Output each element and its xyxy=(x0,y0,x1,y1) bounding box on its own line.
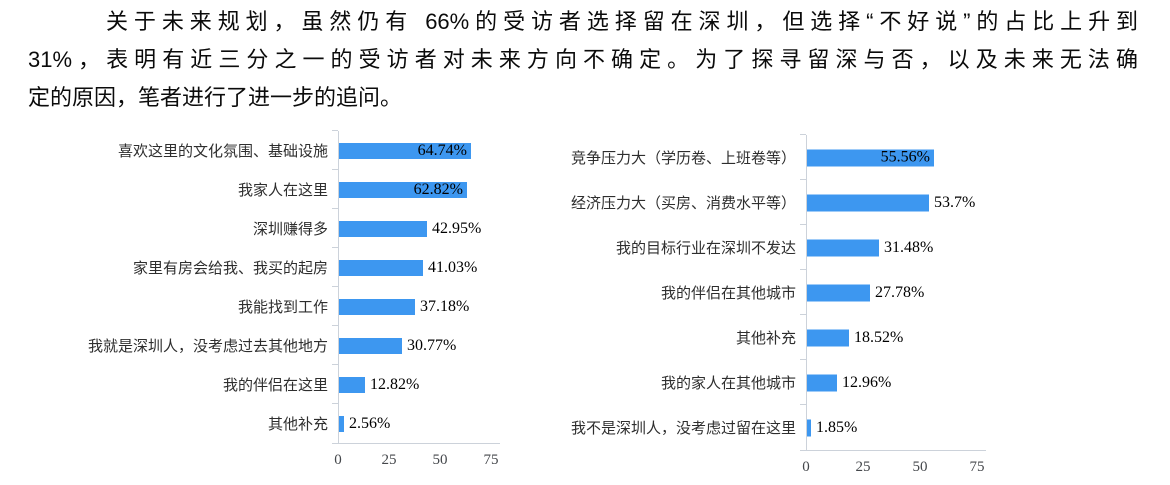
x-axis-tick-label: 50 xyxy=(432,452,448,468)
category-label: 竞争压力大（学历卷、上班卷等） xyxy=(570,150,796,167)
value-label: 12.96% xyxy=(842,373,892,391)
plot-area: 55.56% xyxy=(800,134,986,180)
x-axis-tick-label: 25 xyxy=(855,459,871,475)
plot-area: 53.7% xyxy=(800,179,986,225)
chart-row: 深圳赚得多 42.95% xyxy=(78,208,500,248)
value-label: 42.95% xyxy=(432,219,482,237)
chart-row: 我不是深圳人，没考虑过留在这里 1.85% xyxy=(568,404,986,450)
bar xyxy=(807,329,849,346)
category-label: 经济压力大（买房、消费水平等） xyxy=(570,195,796,212)
bar xyxy=(339,259,423,276)
plot-area: 18.52% xyxy=(800,314,986,360)
bar xyxy=(807,284,870,301)
bar xyxy=(807,419,811,436)
plot-area: 64.74% xyxy=(332,130,500,170)
plot-area: 2.56% xyxy=(332,403,500,443)
plot-area: 12.96% xyxy=(800,359,986,405)
value-label: 30.77% xyxy=(407,336,457,354)
bar xyxy=(807,194,929,211)
value-label: 55.56% xyxy=(880,148,930,166)
category-label: 我的目标行业在深圳不发达 xyxy=(615,240,796,257)
plot-area: 31.48% xyxy=(800,224,986,270)
chart-row: 其他补充 2.56% xyxy=(78,403,500,443)
bar: 55.56% xyxy=(807,149,934,166)
chart-row: 我的伴侣在这里 12.82% xyxy=(78,364,500,404)
bar xyxy=(339,415,344,432)
bar: 64.74% xyxy=(339,141,471,159)
plot-area: 62.82% xyxy=(332,169,500,209)
x-axis-tick-label: 75 xyxy=(969,459,985,475)
value-label: 41.03% xyxy=(428,258,478,276)
paragraph-line-3: 定的原因，笔者进行了进一步的追问。 xyxy=(28,85,403,110)
x-axis-tick-label: 50 xyxy=(912,459,928,475)
chart-row: 我的家人在其他城市 12.96% xyxy=(568,359,986,405)
value-label: 1.85% xyxy=(816,418,858,436)
plot-area: 12.82% xyxy=(332,364,500,404)
paragraph-line-1: 关于未来规划，虽然仍有 66%的受访者选择留在深圳，但选择“不好说”的占比上升到 xyxy=(106,9,1138,34)
value-label: 53.7% xyxy=(934,193,976,211)
value-label: 64.74% xyxy=(417,141,467,159)
plot-area: 42.95% xyxy=(332,208,500,248)
bar xyxy=(807,239,879,256)
chart-row: 经济压力大（买房、消费水平等） 53.7% xyxy=(568,179,986,225)
category-label: 我就是深圳人，没考虑过去其他地方 xyxy=(87,338,328,355)
category-label: 我不是深圳人，没考虑过留在这里 xyxy=(570,420,796,437)
category-label: 其他补充 xyxy=(735,330,796,347)
chart-row: 其他补充 18.52% xyxy=(568,314,986,360)
x-axis-line xyxy=(800,450,986,451)
value-label: 31.48% xyxy=(884,238,934,256)
chart-row: 我的目标行业在深圳不发达 31.48% xyxy=(568,224,986,270)
category-label: 我的伴侣在这里 xyxy=(222,377,328,394)
bar xyxy=(339,220,427,237)
value-label: 2.56% xyxy=(349,414,391,432)
value-label: 62.82% xyxy=(413,180,463,198)
chart-row: 喜欢这里的文化氛围、基础设施 64.74% xyxy=(78,130,500,170)
plot-area: 41.03% xyxy=(332,247,500,287)
bar xyxy=(807,374,837,391)
category-label: 家里有房会给我、我买的起房 xyxy=(132,260,328,277)
category-label: 喜欢这里的文化氛围、基础设施 xyxy=(117,143,328,160)
chart-row: 我家人在这里 62.82% xyxy=(78,169,500,209)
plot-area: 37.18% xyxy=(332,286,500,326)
x-axis-tick-label: 0 xyxy=(334,452,342,468)
category-label: 我家人在这里 xyxy=(237,182,328,199)
x-axis-tick-label: 0 xyxy=(802,459,810,475)
category-label: 我的家人在其他城市 xyxy=(660,375,796,392)
x-axis-tick-label: 75 xyxy=(483,452,499,468)
uncertainty-reasons-bar-chart: 竞争压力大（学历卷、上班卷等） 55.56% 经济压力大（买房、消费水平等） 53.7… xyxy=(568,134,986,480)
category-label: 我能找到工作 xyxy=(237,299,328,316)
value-label: 27.78% xyxy=(875,283,925,301)
chart-row: 我能找到工作 37.18% xyxy=(78,286,500,326)
bar: 62.82% xyxy=(339,180,467,198)
value-label: 12.82% xyxy=(370,375,420,393)
stay-reasons-bar-chart: 喜欢这里的文化氛围、基础设施 64.74% 我家人在这里 62.82% 深圳赚得多 42.… xyxy=(78,130,500,473)
bar xyxy=(339,298,415,315)
intro-paragraph: 关于未来规划，虽然仍有 66%的受访者选择留在深圳，但选择“不好说”的占比上升到… xyxy=(28,3,1138,117)
category-label: 我的伴侣在其他城市 xyxy=(660,285,796,302)
category-label: 其他补充 xyxy=(267,416,328,433)
chart-row: 我的伴侣在其他城市 27.78% xyxy=(568,269,986,315)
value-label: 18.52% xyxy=(854,328,904,346)
x-axis: 0 25 50 75 xyxy=(78,443,500,473)
bar xyxy=(339,376,365,393)
chart-row: 我就是深圳人，没考虑过去其他地方 30.77% xyxy=(78,325,500,365)
plot-area: 30.77% xyxy=(332,325,500,365)
plot-area: 27.78% xyxy=(800,269,986,315)
x-axis-tick-label: 25 xyxy=(381,452,397,468)
x-axis: 0 25 50 75 xyxy=(568,450,986,480)
chart-row: 竞争压力大（学历卷、上班卷等） 55.56% xyxy=(568,134,986,180)
paragraph-line-2: 31%，表明有近三分之一的受访者对未来方向不确定。为了探寻留深与否，以及未来无法… xyxy=(28,47,1138,72)
x-axis-line xyxy=(332,443,500,444)
category-label: 深圳赚得多 xyxy=(252,221,328,238)
bar xyxy=(339,337,402,354)
chart-row: 家里有房会给我、我买的起房 41.03% xyxy=(78,247,500,287)
value-label: 37.18% xyxy=(420,297,470,315)
plot-area: 1.85% xyxy=(800,404,986,450)
